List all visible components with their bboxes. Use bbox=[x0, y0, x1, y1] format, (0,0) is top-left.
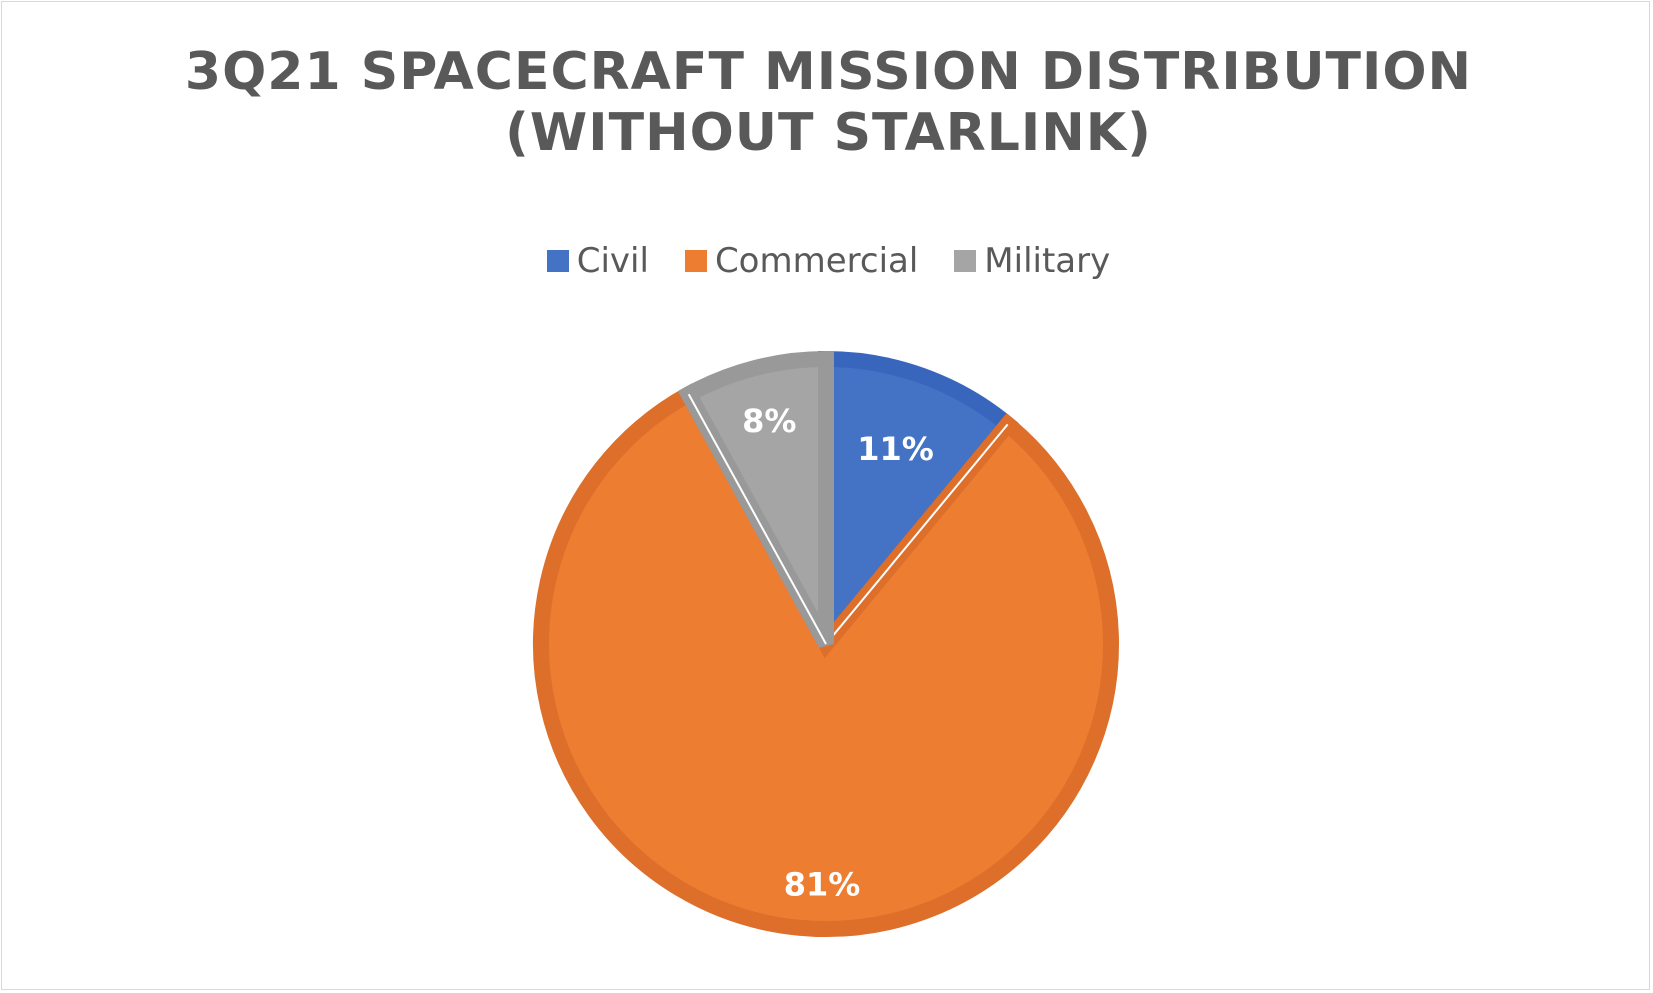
legend-item-civil: Civil bbox=[546, 241, 649, 281]
pie-slice-commercial bbox=[533, 383, 1120, 937]
legend-swatch-military bbox=[954, 250, 977, 272]
data-label-commercial: 81% bbox=[784, 865, 861, 903]
legend-label-civil: Civil bbox=[576, 241, 649, 281]
pie-slice-military bbox=[677, 350, 834, 648]
data-label-military: 8% bbox=[742, 402, 796, 440]
legend-label-commercial: Commercial bbox=[714, 241, 919, 281]
chart-title: 3Q21 SPACECRAFT MISSION DISTRIBUTION (WI… bbox=[184, 42, 1473, 163]
slice-separator-commercial bbox=[825, 423, 1009, 645]
data-label-civil: 11% bbox=[857, 430, 934, 468]
legend-label-military: Military bbox=[984, 241, 1111, 281]
legend-swatch-commercial bbox=[684, 250, 707, 272]
legend-item-commercial: Commercial bbox=[684, 241, 919, 281]
legend-item-military: Military bbox=[954, 244, 1110, 278]
pie-slice-civil bbox=[818, 350, 1019, 667]
chart-legend: Civil Commercial Military bbox=[2, 244, 1653, 278]
slice-separator-military bbox=[687, 393, 827, 645]
legend-swatch-civil bbox=[546, 250, 569, 272]
